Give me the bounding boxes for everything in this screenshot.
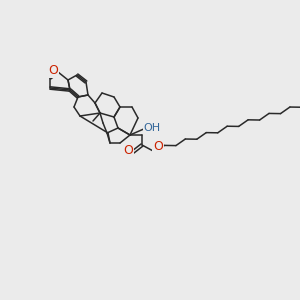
Text: O: O xyxy=(48,64,58,77)
Text: O: O xyxy=(153,140,163,154)
Text: O: O xyxy=(123,145,133,158)
Text: OH: OH xyxy=(143,123,161,133)
